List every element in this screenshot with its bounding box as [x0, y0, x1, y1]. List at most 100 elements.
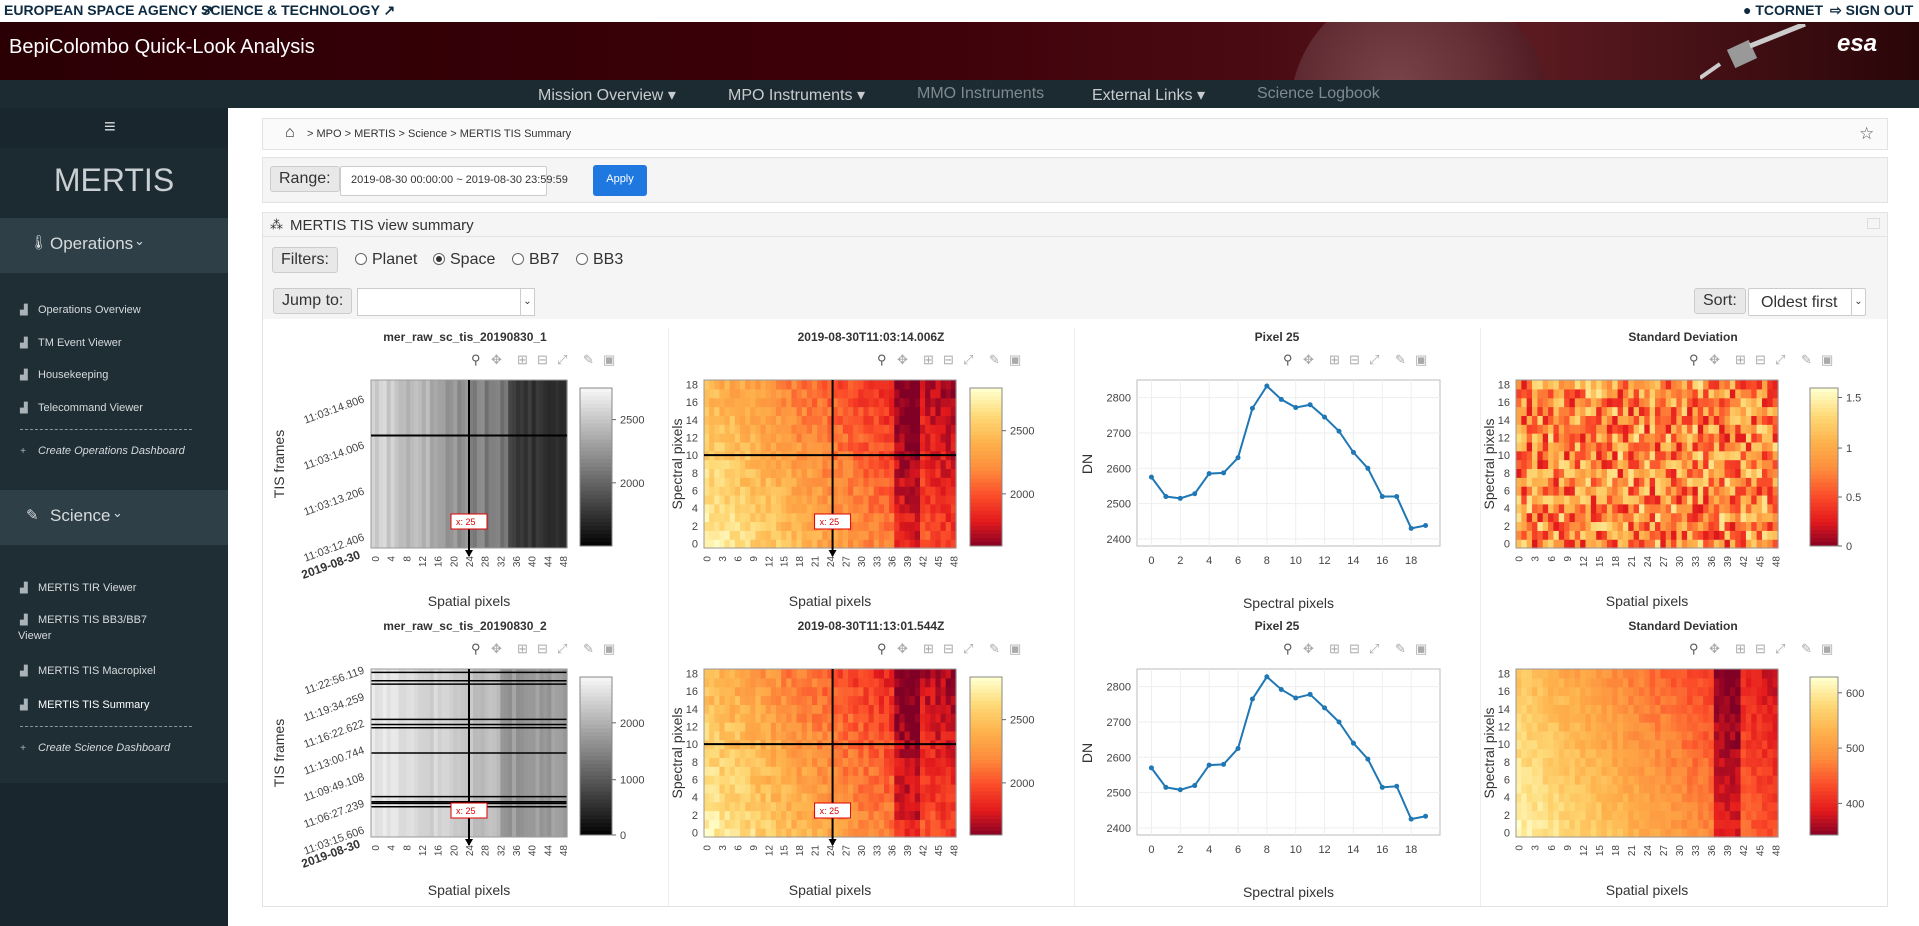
sort-select[interactable]: Oldest first ⌄ — [1748, 288, 1866, 316]
save-icon[interactable]: ▣ — [603, 641, 615, 656]
pan-icon[interactable]: ✥ — [1303, 641, 1314, 656]
crumb-mertis[interactable]: MERTIS — [354, 128, 396, 140]
zoom-icon[interactable]: ⚲ — [877, 641, 887, 656]
data-point[interactable] — [1264, 383, 1270, 389]
settings-icon[interactable]: ✎ — [583, 641, 594, 656]
data-point[interactable] — [1163, 494, 1169, 500]
home-icon[interactable]: ⌂ — [285, 124, 295, 141]
range-input[interactable]: 2019-08-30 00:00:00 ~ 2019-08-30 23:59:5… — [340, 166, 568, 196]
zoom-in-icon[interactable]: ⊞ — [1329, 641, 1340, 656]
save-icon[interactable]: ▣ — [1821, 641, 1833, 656]
data-point[interactable] — [1221, 761, 1227, 767]
data-point[interactable] — [1423, 523, 1429, 529]
data-point[interactable] — [1206, 762, 1212, 768]
zoom-in-icon[interactable]: ⊞ — [923, 352, 934, 367]
data-point[interactable] — [1249, 405, 1255, 411]
create-science-dashboard[interactable]: + Create Science Dashboard — [20, 742, 171, 754]
data-point[interactable] — [1379, 494, 1385, 500]
filter-bb7[interactable]: BB7 — [512, 251, 559, 269]
data-point[interactable] — [1394, 494, 1400, 500]
zoom-in-icon[interactable]: ⊞ — [517, 641, 528, 656]
zoom-out-icon[interactable]: ⊟ — [1349, 641, 1360, 656]
data-point[interactable] — [1221, 470, 1227, 476]
sidebar-item-tis-summary[interactable]: ▟ MERTIS TIS Summary — [20, 699, 150, 711]
data-point[interactable] — [1423, 813, 1429, 819]
data-point[interactable] — [1379, 784, 1385, 790]
pan-icon[interactable]: ✥ — [1709, 641, 1720, 656]
zoom-in-icon[interactable]: ⊞ — [1735, 641, 1746, 656]
sidebar-item-telecommand-viewer[interactable]: ▟ Telecommand Viewer — [20, 402, 143, 414]
data-point[interactable] — [1350, 740, 1356, 746]
save-icon[interactable]: ▣ — [1009, 641, 1021, 656]
autoscale-icon[interactable]: ⤢ — [557, 641, 567, 656]
autoscale-icon[interactable]: ⤢ — [1369, 352, 1379, 367]
zoom-icon[interactable]: ⚲ — [1283, 641, 1293, 656]
settings-icon[interactable]: ✎ — [1801, 352, 1812, 367]
zoom-out-icon[interactable]: ⊟ — [1755, 352, 1766, 367]
pan-icon[interactable]: ✥ — [897, 352, 908, 367]
autoscale-icon[interactable]: ⤢ — [1775, 352, 1785, 367]
raw-frames-plot[interactable]: ⚲ ✥ ⊞ ⊟ ⤢ ✎ ▣x: 2511:03:14.80611:03:14.00611:0… — [262, 346, 668, 618]
data-point[interactable] — [1336, 428, 1342, 434]
save-icon[interactable]: ▣ — [1415, 352, 1427, 367]
jump-select[interactable]: ⌄ — [357, 288, 535, 316]
create-operations-dashboard[interactable]: + Create Operations Dashboard — [20, 445, 185, 457]
save-icon[interactable]: ▣ — [1821, 352, 1833, 367]
esa-link[interactable]: EUROPEAN SPACE AGENCY ↗ — [4, 2, 214, 18]
zoom-out-icon[interactable]: ⊟ — [943, 641, 954, 656]
data-point[interactable] — [1235, 745, 1241, 751]
filter-planet[interactable]: Planet — [355, 251, 417, 269]
science-header[interactable]: ✎ Science ⌄ — [0, 490, 228, 545]
save-icon[interactable]: ▣ — [1009, 352, 1021, 367]
maximize-icon[interactable] — [1867, 218, 1880, 229]
signout-link[interactable]: ⇨ SIGN OUT — [1830, 2, 1914, 18]
data-point[interactable] — [1307, 402, 1313, 408]
data-point[interactable] — [1264, 674, 1270, 680]
settings-icon[interactable]: ✎ — [1801, 641, 1812, 656]
data-point[interactable] — [1307, 691, 1313, 697]
nav-mpo-instruments[interactable]: MPO Instruments ▾ — [728, 87, 865, 104]
data-point[interactable] — [1322, 705, 1328, 711]
nav-mission-overview[interactable]: Mission Overview ▾ — [538, 87, 676, 104]
zoom-out-icon[interactable]: ⊟ — [1349, 352, 1360, 367]
data-point[interactable] — [1322, 414, 1328, 420]
sidebar-item-tis-bb3-bb7-wrap[interactable]: Viewer — [18, 630, 52, 642]
star-icon[interactable]: ☆ — [1859, 124, 1875, 143]
autoscale-icon[interactable]: ⤢ — [1369, 641, 1379, 656]
pan-icon[interactable]: ✥ — [1303, 352, 1314, 367]
sidebar-item-tir-viewer[interactable]: ▟ MERTIS TIR Viewer — [20, 582, 137, 594]
data-point[interactable] — [1163, 784, 1169, 790]
sidebar-item-tm-event-viewer[interactable]: ▟ TM Event Viewer — [20, 337, 122, 349]
autoscale-icon[interactable]: ⤢ — [1775, 641, 1785, 656]
data-point[interactable] — [1408, 816, 1414, 822]
settings-icon[interactable]: ✎ — [1395, 352, 1406, 367]
data-point[interactable] — [1293, 695, 1299, 701]
nav-science-logbook[interactable]: Science Logbook — [1257, 85, 1380, 102]
zoom-in-icon[interactable]: ⊞ — [923, 641, 934, 656]
data-point[interactable] — [1408, 525, 1414, 531]
sidebar-item-housekeeping[interactable]: ▟ Housekeeping — [20, 369, 109, 381]
settings-icon[interactable]: ✎ — [989, 352, 1000, 367]
settings-icon[interactable]: ✎ — [583, 352, 594, 367]
science-tech-link[interactable]: SCIENCE & TECHNOLOGY ↗ — [201, 2, 396, 18]
zoom-icon[interactable]: ⚲ — [471, 352, 481, 367]
sidebar-item-tis-bb3-bb7[interactable]: ▟ MERTIS TIS BB3/BB7 — [20, 614, 148, 626]
data-point[interactable] — [1278, 396, 1284, 402]
data-point[interactable] — [1177, 495, 1183, 501]
zoom-out-icon[interactable]: ⊟ — [537, 352, 548, 367]
sidebar-item-tis-macropixel[interactable]: ▟ MERTIS TIS Macropixel — [20, 665, 156, 677]
crumb-mpo[interactable]: MPO — [316, 128, 342, 140]
settings-icon[interactable]: ✎ — [1395, 641, 1406, 656]
zoom-out-icon[interactable]: ⊟ — [943, 352, 954, 367]
autoscale-icon[interactable]: ⤢ — [963, 641, 973, 656]
zoom-icon[interactable]: ⚲ — [1689, 352, 1699, 367]
zoom-icon[interactable]: ⚲ — [877, 352, 887, 367]
autoscale-icon[interactable]: ⤢ — [963, 352, 973, 367]
pan-icon[interactable]: ✥ — [491, 352, 502, 367]
zoom-in-icon[interactable]: ⊞ — [1735, 352, 1746, 367]
